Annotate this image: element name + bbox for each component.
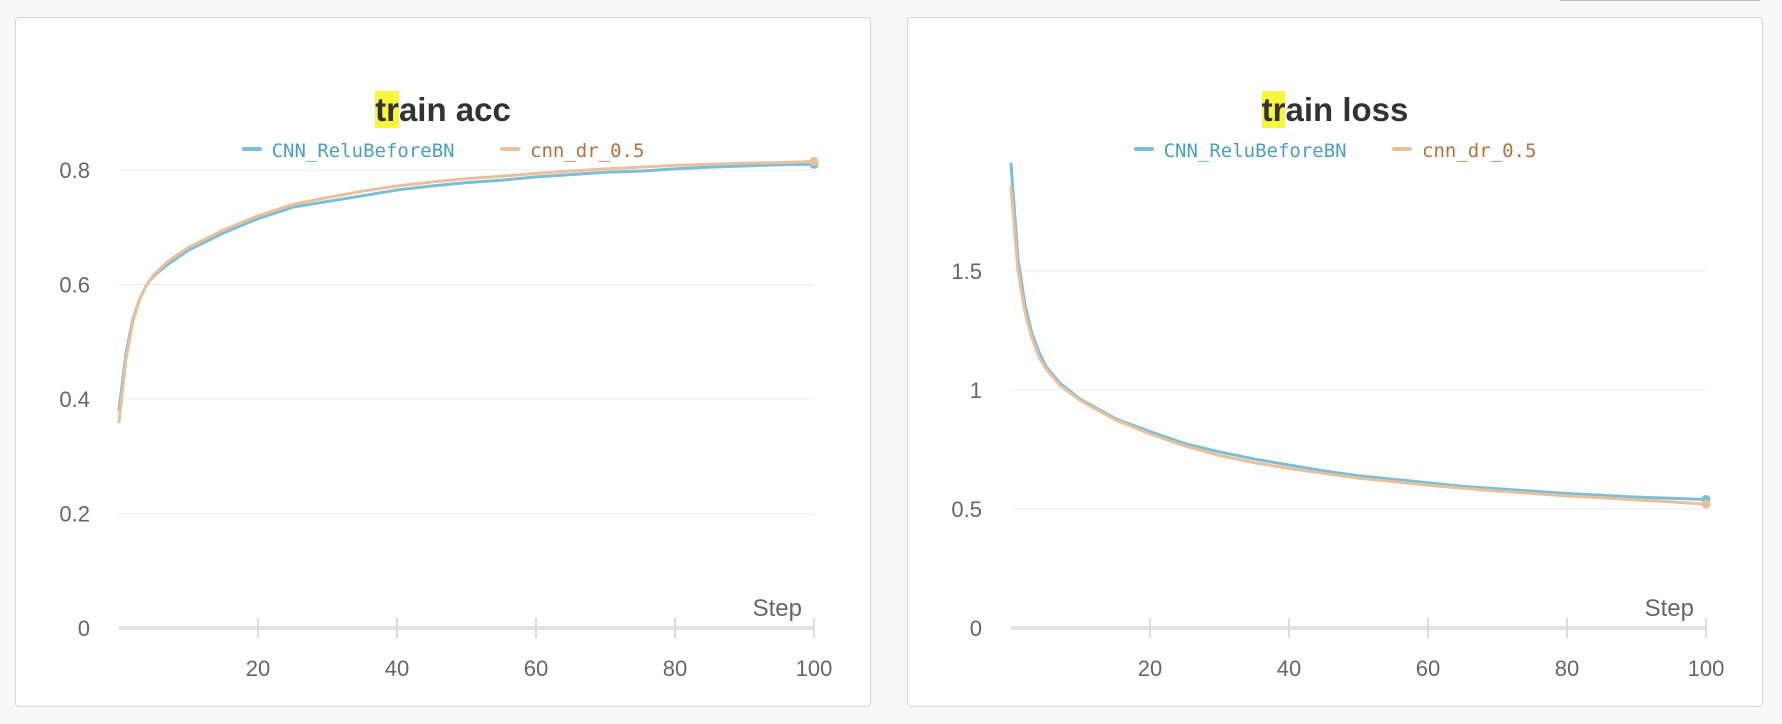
y-tick-label: 0.6 xyxy=(59,273,90,298)
y-tick-label: 1 xyxy=(970,378,982,403)
legend-item-cnn-relubeforebn[interactable]: CNN_ReluBeforeBN xyxy=(241,138,455,164)
legend-item-cnn-dr-0-5[interactable]: cnn_dr_0.5 xyxy=(500,138,644,164)
x-tick-label: 20 xyxy=(1138,656,1162,681)
chart-title: train acc xyxy=(16,90,870,130)
x-tick-label: 40 xyxy=(1277,656,1301,681)
series-endpoint-1 xyxy=(809,156,819,166)
legend-swatch xyxy=(1392,146,1413,151)
top-edge-line xyxy=(1560,0,1760,2)
x-tick-label: 60 xyxy=(1416,656,1440,681)
x-tick-label: 20 xyxy=(246,656,270,681)
legend-label: CNN_ReluBeforeBN xyxy=(271,140,455,162)
legend-swatch xyxy=(500,146,521,151)
train-acc-chart: 0 0.2 0.4 0.6 0.8 20 40 60 80 100 Step xyxy=(59,156,833,681)
y-tick-label: 0.2 xyxy=(59,502,90,527)
x-tick-label: 40 xyxy=(385,656,409,681)
series-line-0 xyxy=(117,162,816,412)
y-tick-label: 0.5 xyxy=(951,497,982,522)
series-line-1 xyxy=(117,159,816,424)
x-tick-label: 100 xyxy=(1688,656,1725,681)
x-axis-title: Step xyxy=(753,595,802,622)
legend-label: cnn_dr_0.5 xyxy=(1422,140,1537,162)
train-loss-chart: 0 0.5 1 1.5 20 40 60 80 100 Step xyxy=(951,162,1725,681)
legend-label: cnn_dr_0.5 xyxy=(530,140,645,162)
legend-label: CNN_ReluBeforeBN xyxy=(1163,140,1347,162)
legend-swatch xyxy=(241,146,262,151)
y-tick-label: 0.8 xyxy=(59,158,90,183)
y-tick-label: 0.4 xyxy=(59,387,90,412)
legend: CNN_ReluBeforeBN cnn_dr_0.5 xyxy=(16,138,870,164)
legend-item-cnn-dr-0-5[interactable]: cnn_dr_0.5 xyxy=(1392,138,1536,164)
legend-swatch xyxy=(1133,146,1154,151)
y-tick-label: 1.5 xyxy=(951,259,982,284)
series-line-0 xyxy=(1009,162,1708,501)
chart-title: train loss xyxy=(908,90,1762,130)
title-highlight: tr xyxy=(1261,91,1286,128)
x-tick-label: 100 xyxy=(796,656,833,681)
title-highlight: tr xyxy=(375,91,399,128)
title-rest: ain acc xyxy=(398,91,511,128)
series-endpoint-1 xyxy=(1701,499,1711,509)
y-tick-label: 0 xyxy=(970,616,982,641)
train-acc-panel: 0 0.2 0.4 0.6 0.8 20 40 60 80 100 Step train acc C… xyxy=(15,17,871,707)
x-tick-label: 80 xyxy=(663,656,687,681)
series-line-1 xyxy=(1009,186,1708,506)
x-tick-label: 60 xyxy=(524,656,548,681)
x-axis-title: Step xyxy=(1645,595,1694,622)
legend-item-cnn-relubeforebn[interactable]: CNN_ReluBeforeBN xyxy=(1133,138,1347,164)
legend: CNN_ReluBeforeBN cnn_dr_0.5 xyxy=(908,138,1762,164)
title-rest: ain loss xyxy=(1285,91,1409,128)
x-tick-label: 80 xyxy=(1555,656,1579,681)
y-tick-label: 0 xyxy=(78,616,90,641)
train-loss-panel: 0 0.5 1 1.5 20 40 60 80 100 Step train loss CNN_R… xyxy=(907,17,1763,707)
